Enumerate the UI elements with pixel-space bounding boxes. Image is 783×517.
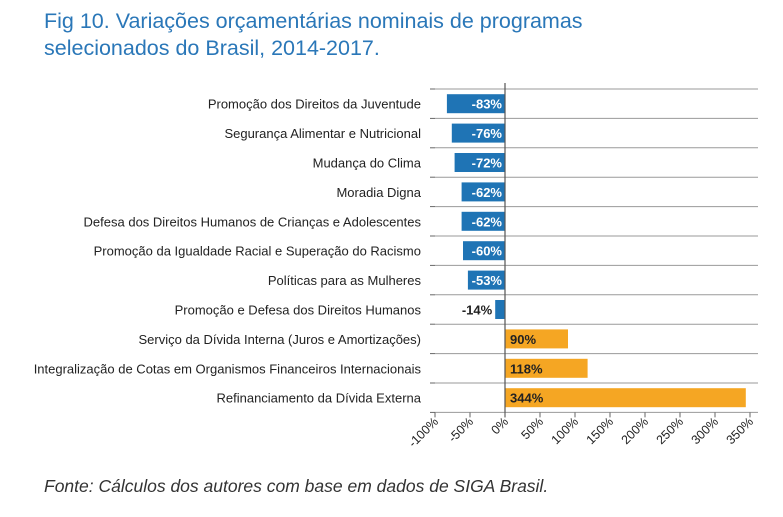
bar xyxy=(505,358,588,378)
data-label: 344% xyxy=(510,391,544,406)
data-label: -72% xyxy=(472,156,503,171)
source-note: Fonte: Cálculos dos autores com base em … xyxy=(44,476,549,496)
data-label: -62% xyxy=(472,214,503,229)
x-tick-label: 150% xyxy=(584,415,617,448)
x-tick-label: 200% xyxy=(619,415,652,448)
x-tick-label: 50% xyxy=(519,415,547,443)
data-label: -83% xyxy=(472,97,503,112)
x-tick-label: 300% xyxy=(689,415,722,448)
category-label: Defesa dos Direitos Humanos de Crianças … xyxy=(84,214,422,229)
x-tick-label: -100% xyxy=(406,415,441,450)
bar xyxy=(505,388,746,408)
category-label: Políticas para as Mulheres xyxy=(268,273,422,288)
x-tick-label: 100% xyxy=(549,415,582,448)
bar xyxy=(463,241,505,261)
x-tick-label: -50% xyxy=(446,415,477,446)
bar xyxy=(461,182,505,202)
bar xyxy=(446,94,505,114)
data-label: -53% xyxy=(472,273,503,288)
category-label: Integralização de Cotas em Organismos Fi… xyxy=(34,361,422,376)
data-label: -14% xyxy=(462,303,493,318)
x-tick-label: 250% xyxy=(654,415,687,448)
x-tick-label: 0% xyxy=(488,415,511,438)
data-label: -62% xyxy=(472,185,503,200)
data-label: -76% xyxy=(472,126,503,141)
category-label: Refinanciamento da Dívida Externa xyxy=(216,391,421,406)
category-label: Mudança do Clima xyxy=(313,156,422,171)
bar xyxy=(467,270,505,290)
category-label: Moradia Digna xyxy=(336,185,421,200)
category-label: Serviço da Dívida Interna (Juros e Amort… xyxy=(138,332,421,347)
bar xyxy=(495,300,505,319)
data-label: -60% xyxy=(472,244,503,259)
category-label: Promoção da Igualdade Racial e Superação… xyxy=(94,244,421,259)
bar xyxy=(461,211,505,231)
chart-title: Fig 10. Variações orçamentárias nominais… xyxy=(44,8,764,62)
data-label: 118% xyxy=(510,361,543,376)
category-label: Promoção dos Direitos da Juventude xyxy=(208,97,421,112)
bar-chart: Promoção dos Direitos da Juventude -83% Se… xyxy=(34,83,758,450)
x-tick-label: 350% xyxy=(724,415,757,448)
data-label: 90% xyxy=(510,332,536,347)
bar xyxy=(451,123,505,143)
bar xyxy=(505,329,568,349)
bar xyxy=(454,153,505,172)
chart-title-line-1: Fig 10. Variações orçamentárias nominais… xyxy=(44,9,583,33)
category-label: Segurança Alimentar e Nutricional xyxy=(224,126,421,141)
chart-title-line-2: selecionados do Brasil, 2014-2017. xyxy=(44,36,380,60)
category-label: Promoção e Defesa dos Direitos Humanos xyxy=(175,303,422,318)
